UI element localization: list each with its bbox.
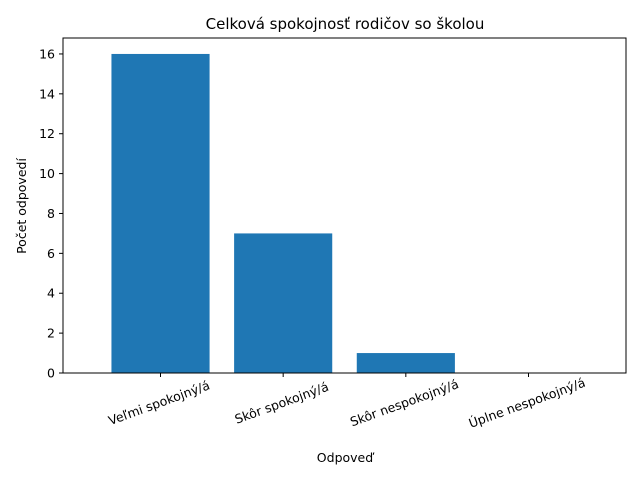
y-tick-label-0: 0 [47,366,55,381]
y-tick-label-4: 8 [47,206,55,221]
x-tick-label-2: Skôr nespokojný/á [348,376,461,429]
bar-1 [234,233,333,373]
y-tick-label-6: 12 [39,126,55,141]
y-tick-label-5: 10 [39,166,55,181]
y-tick-label-8: 16 [39,46,55,61]
x-tick-label-0: Veľmi spokojný/á [106,377,211,428]
y-tick-label-2: 4 [47,286,55,301]
x-tick-label-1: Skôr spokojný/á [233,379,331,427]
bar-2 [356,353,455,373]
x-axis-ticks: Veľmi spokojný/á Skôr spokojný/á Skôr nesp… [106,373,587,431]
plot-frame [62,37,627,374]
y-axis-ticks: 0 2 4 6 8 10 12 14 16 [39,46,63,381]
bar-0 [111,53,210,373]
x-axis-label: Odpoveď [317,450,375,465]
y-tick-label-3: 6 [47,246,55,261]
y-tick-label-7: 14 [39,86,55,101]
y-tick-label-1: 2 [47,326,55,341]
x-tick-label-3: Úplne nespokojný/á [467,375,588,431]
chart-title: Celková spokojnosť rodičov so školou [206,15,485,33]
y-axis-label: Počet odpovedí [14,158,29,254]
bars-group [111,53,455,373]
